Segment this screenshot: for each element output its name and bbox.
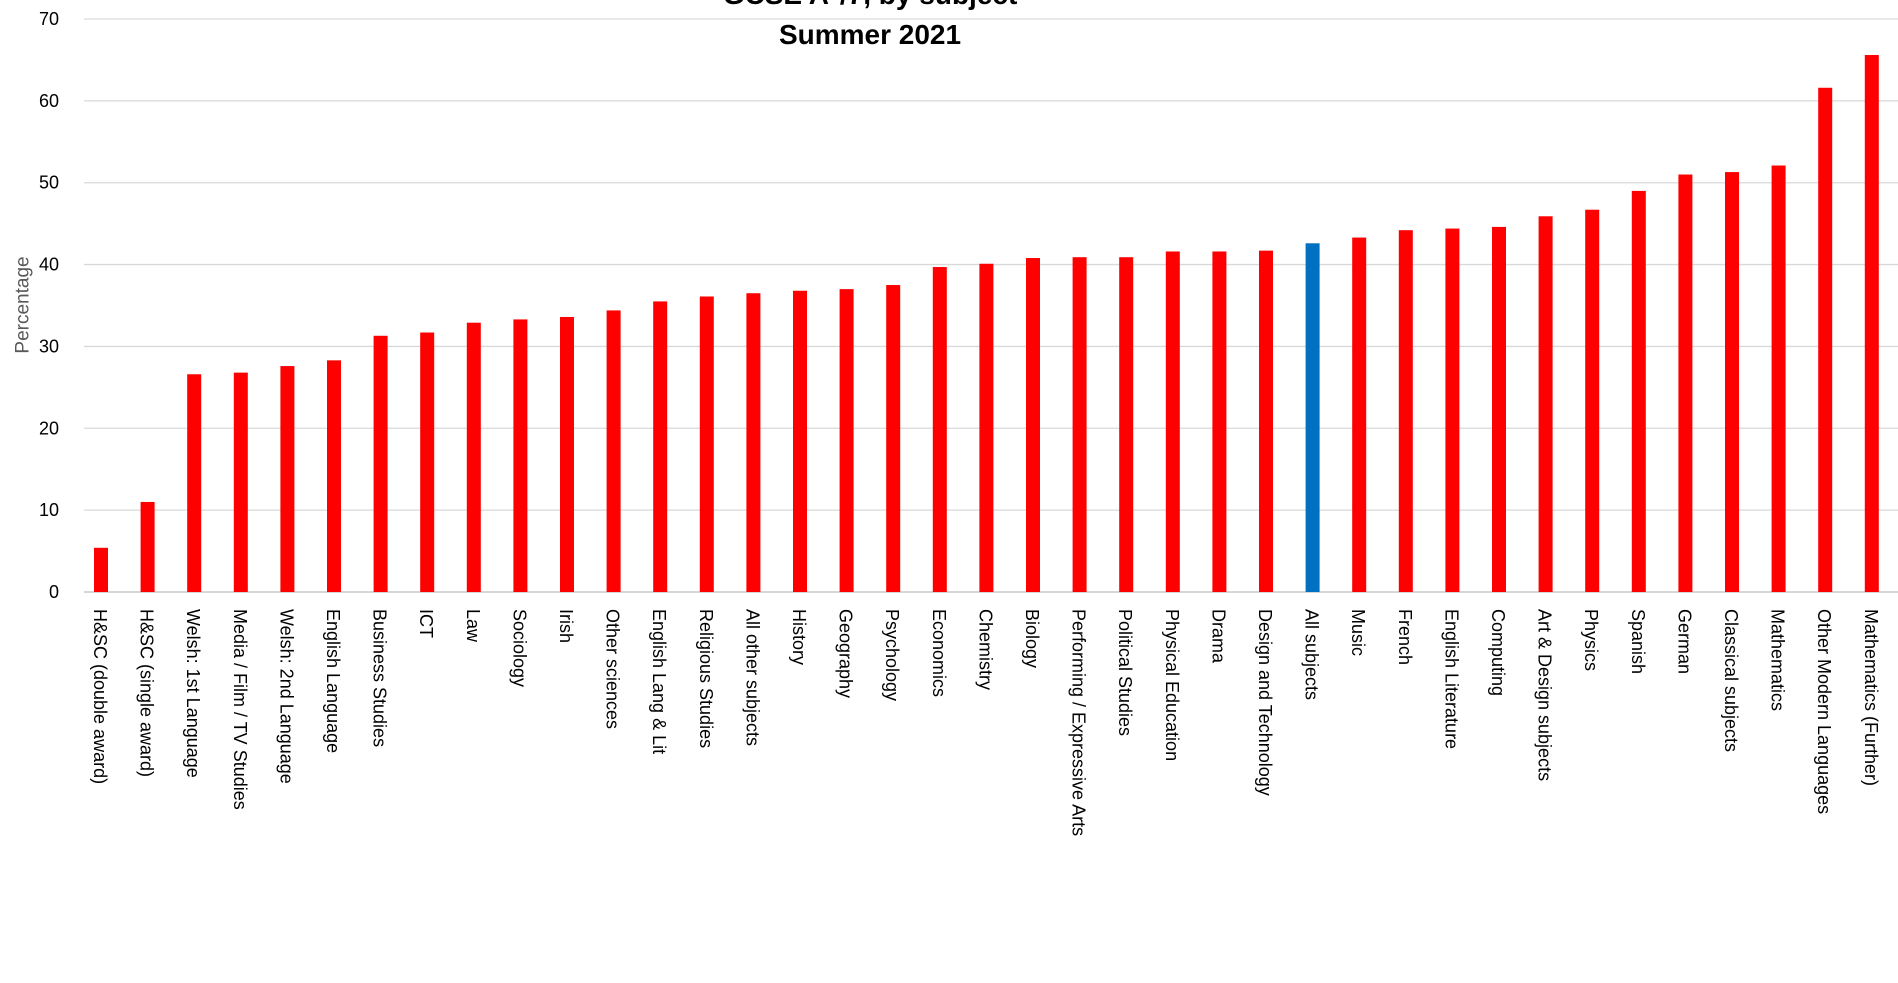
- bar: [94, 547, 108, 592]
- chart-subtitle: Summer 2021: [779, 19, 961, 50]
- bar: [187, 374, 202, 592]
- x-category-label: Performing / Expressive Arts: [1069, 609, 1089, 836]
- bar: [699, 296, 714, 592]
- x-category-label: Other Modern Languages: [1814, 609, 1834, 814]
- bar: [466, 322, 481, 592]
- bar: [1026, 258, 1040, 592]
- x-category-label: Sociology: [509, 609, 529, 687]
- x-category-label: Mathematics (Further): [1861, 609, 1881, 786]
- x-category-label: Media / Film / TV Studies: [230, 609, 250, 810]
- bar: [1305, 243, 1320, 592]
- bar: [979, 263, 994, 592]
- bar: [1678, 174, 1693, 592]
- x-category-label: Geography: [836, 609, 856, 698]
- y-tick-label: 70: [39, 9, 59, 29]
- x-category-label: Psychology: [882, 609, 902, 701]
- y-tick-label: 10: [39, 500, 59, 520]
- bar: [327, 360, 341, 592]
- x-category-label: Irish: [556, 609, 576, 643]
- y-axis-ticks: 0 10 20 30 40 50 60 70: [39, 9, 59, 602]
- bars: [94, 55, 1879, 593]
- x-category-label: Drama: [1208, 609, 1228, 664]
- x-category-label: Welsh: 1st Language: [183, 609, 203, 778]
- bar: [653, 301, 668, 592]
- x-category-label: Religious Studies: [696, 609, 716, 748]
- bar: [233, 372, 248, 592]
- x-category-label: H&SC (double award): [90, 609, 110, 784]
- y-axis-title: Percentage: [13, 256, 34, 353]
- x-category-label: History: [789, 609, 809, 665]
- x-category-label: All other subjects: [742, 609, 762, 746]
- x-category-label: H&SC (single award): [137, 609, 157, 777]
- bar: [1072, 257, 1087, 592]
- x-category-label: English Language: [323, 609, 343, 753]
- bar: [560, 316, 574, 592]
- bar: [1492, 226, 1506, 592]
- x-category-label: Computing: [1488, 609, 1508, 696]
- bar: [746, 293, 761, 592]
- x-category-label: Law: [463, 609, 483, 643]
- bar: [932, 267, 947, 592]
- x-category-label: Physics: [1581, 609, 1601, 671]
- bar: [280, 366, 295, 592]
- bar: [140, 501, 155, 592]
- bar: [1212, 251, 1227, 592]
- x-axis-categories: H&SC (double award) H&SC (single award) We…: [90, 609, 1881, 836]
- bar: [1725, 172, 1739, 592]
- x-category-label: German: [1674, 609, 1694, 674]
- x-category-label: English Literature: [1441, 609, 1461, 749]
- x-category-label: Political Studies: [1115, 609, 1135, 736]
- x-category-label: ICT: [416, 609, 436, 638]
- x-category-label: All subjects: [1302, 609, 1322, 700]
- y-tick-label: 50: [39, 173, 59, 193]
- bar: [1585, 209, 1600, 592]
- y-tick-label: 40: [39, 255, 59, 275]
- x-category-label: Art & Design subjects: [1535, 609, 1555, 781]
- x-category-label: Chemistry: [975, 609, 995, 690]
- bar: [839, 289, 854, 592]
- y-tick-label: 60: [39, 91, 59, 111]
- bar: [1818, 87, 1833, 592]
- bar: [1259, 250, 1273, 593]
- x-category-label: Mathematics: [1768, 609, 1788, 711]
- x-category-label: Business Studies: [370, 609, 390, 747]
- x-category-label: Welsh: 2nd Language: [276, 609, 296, 784]
- bar: [886, 285, 901, 592]
- bar: [1445, 228, 1460, 592]
- x-category-label: Biology: [1022, 609, 1042, 668]
- x-category-label: English Lang & Lit: [649, 609, 669, 754]
- x-category-label: Design and Technology: [1255, 609, 1275, 796]
- y-tick-label: 20: [39, 418, 59, 438]
- x-category-label: Music: [1348, 609, 1368, 656]
- bar: [1864, 55, 1879, 592]
- bar: [1631, 190, 1646, 592]
- x-category-label: Spanish: [1628, 609, 1648, 674]
- bar: [373, 335, 388, 592]
- x-category-label: Economics: [929, 609, 949, 697]
- bar: [793, 290, 807, 592]
- bar: [1119, 257, 1134, 592]
- bar: [1165, 251, 1180, 592]
- bar: [1398, 230, 1413, 593]
- chart-title: GCSE A*/7, by subject: [723, 0, 1018, 10]
- x-category-label: Physical Education: [1162, 609, 1182, 761]
- y-tick-label: 0: [49, 582, 59, 602]
- bar: [606, 310, 621, 592]
- x-category-label: French: [1395, 609, 1415, 665]
- bar: [1352, 237, 1367, 592]
- bar: [1538, 216, 1553, 593]
- x-category-label: Classical subjects: [1721, 609, 1741, 752]
- bar: [1771, 165, 1786, 592]
- bar: [420, 332, 435, 592]
- bar: [513, 319, 528, 592]
- y-tick-label: 30: [39, 336, 59, 356]
- x-category-label: Other sciences: [603, 609, 623, 729]
